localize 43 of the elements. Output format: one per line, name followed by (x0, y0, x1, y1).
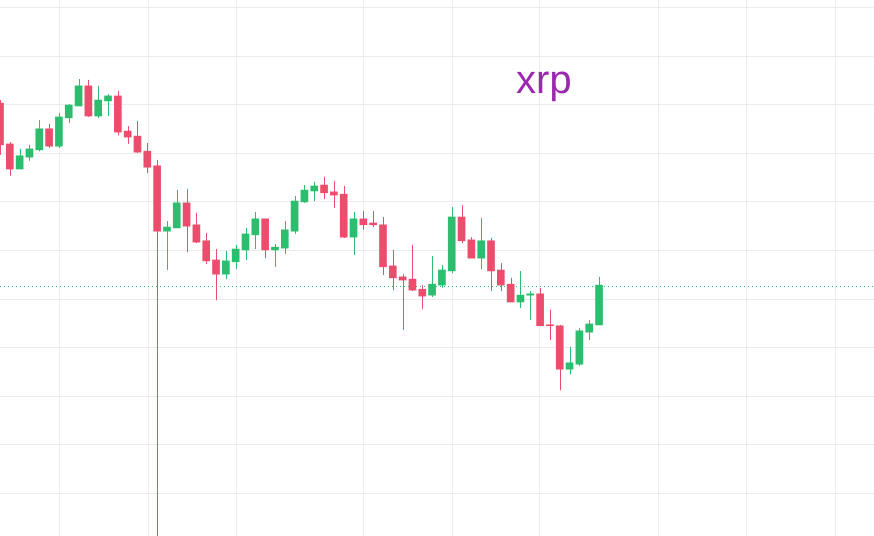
candlestick (566, 346, 574, 375)
candlestick (300, 184, 308, 204)
candlestick (280, 220, 289, 255)
candlestick (350, 211, 358, 256)
candlestick (251, 211, 260, 250)
candlestick (360, 210, 368, 230)
candlestick (330, 180, 338, 208)
candlestick (369, 210, 377, 228)
candlestick (202, 232, 210, 265)
candlestick (94, 85, 102, 118)
candlestick (585, 319, 594, 340)
candlestick (398, 274, 406, 330)
candlestick (408, 244, 416, 292)
chart-title: xrp (516, 58, 572, 103)
candlestick (232, 244, 240, 270)
candlestick (526, 290, 534, 320)
candlestick (143, 142, 152, 174)
candlestick (64, 104, 73, 124)
candlestick (506, 277, 514, 303)
candlestick (546, 309, 554, 340)
candlestick (242, 227, 250, 260)
candlestick (271, 243, 279, 268)
candlestick (388, 249, 397, 291)
candlestick (134, 120, 142, 154)
candlestick (163, 220, 171, 271)
candlestick (16, 148, 24, 170)
candlestick (418, 284, 426, 310)
candlestick (468, 236, 476, 259)
candlestick (104, 94, 112, 117)
candlestick (124, 126, 132, 144)
candlestick (182, 188, 190, 253)
candlestick (310, 181, 318, 202)
candlestick (35, 120, 44, 152)
candlestick (192, 212, 200, 244)
candlestick (222, 250, 230, 280)
candlestick (74, 78, 82, 106)
candlestick (497, 262, 505, 292)
candlestick (320, 176, 328, 200)
candlestick (516, 270, 524, 308)
candlestick (26, 144, 34, 162)
candlestick (212, 248, 220, 301)
candlestick (477, 217, 486, 270)
candlestick (45, 123, 53, 149)
